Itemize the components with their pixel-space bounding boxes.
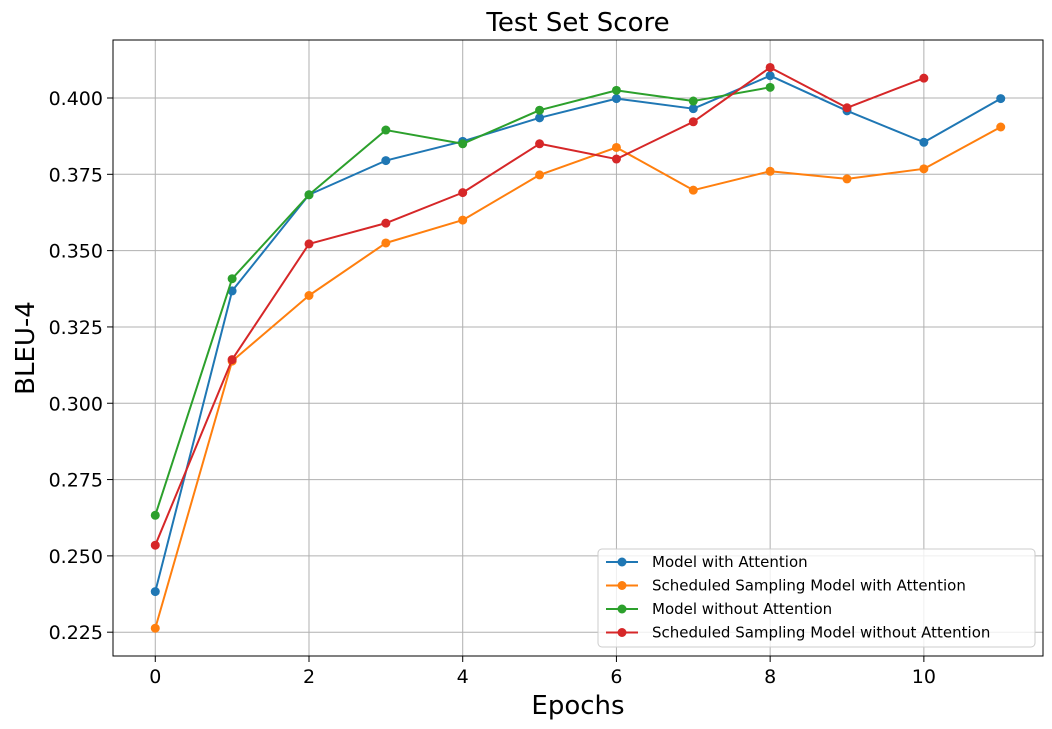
data-point (227, 274, 237, 284)
x-tick-label: 8 (764, 666, 776, 688)
series-3 (150, 82, 775, 520)
data-point (381, 125, 391, 135)
data-point (227, 355, 237, 365)
data-point (688, 104, 698, 114)
series-line (154, 74, 1002, 592)
data-point (535, 170, 545, 180)
data-point (611, 94, 621, 104)
data-point (765, 166, 775, 176)
axis-ticks: 0 2 4 6 8 10 0.225 0.250 0.275 0.300 0.325 0.350 0.3… (49, 88, 936, 688)
y-tick-label: 0.250 (49, 546, 103, 568)
data-point (304, 239, 314, 249)
data-point (381, 156, 391, 166)
data-point (611, 154, 621, 164)
data-point (458, 215, 468, 225)
x-tick-label: 2 (303, 666, 315, 688)
legend: Model with Attention Scheduled Sampling M… (597, 548, 1036, 648)
y-tick-label: 0.275 (49, 470, 103, 492)
data-point (996, 94, 1006, 104)
x-tick-label: 0 (149, 666, 161, 688)
data-point (381, 218, 391, 228)
data-point (304, 290, 314, 300)
x-tick-label: 4 (457, 666, 469, 688)
data-point (765, 71, 775, 81)
legend-label: Scheduled Sampling Model with Attention (652, 577, 966, 595)
data-point (765, 82, 775, 92)
data-point (535, 105, 545, 115)
y-tick-label: 0.225 (49, 622, 103, 644)
plot-frame (112, 39, 1044, 657)
legend-item: Scheduled Sampling Model with Attention (606, 577, 966, 595)
data-point (458, 139, 468, 149)
data-point (842, 174, 852, 184)
y-tick-label: 0.325 (49, 317, 103, 339)
data-point (304, 190, 314, 200)
series-line (154, 126, 1002, 629)
legend-marker (617, 628, 627, 637)
x-tick-label: 10 (912, 666, 936, 688)
legend-item: Model without Attention (606, 600, 832, 618)
data-point (535, 113, 545, 123)
data-point (150, 587, 160, 597)
legend-label: Model with Attention (652, 553, 808, 571)
legend-item: Model with Attention (606, 553, 808, 571)
data-point (611, 142, 621, 152)
data-point (996, 122, 1006, 132)
y-tick-label: 0.375 (49, 164, 103, 186)
data-point (919, 73, 929, 83)
data-point (765, 62, 775, 72)
data-point (919, 137, 929, 147)
legend-label: Model without Attention (652, 600, 832, 618)
legend-marker (617, 557, 627, 567)
legend-box (597, 548, 1036, 648)
y-tick-label: 0.300 (49, 393, 103, 415)
data-point (919, 164, 929, 174)
legend-marker (617, 581, 627, 590)
data-point (611, 85, 621, 95)
data-point (688, 96, 698, 106)
data-point (150, 540, 160, 550)
series-4 (150, 62, 929, 550)
x-tick-label: 6 (610, 666, 622, 688)
legend-marker (617, 604, 627, 614)
data-point (150, 623, 160, 633)
data-point (688, 117, 698, 127)
data-point (688, 185, 698, 195)
y-axis-label: BLEU-4 (11, 301, 41, 395)
data-point (381, 238, 391, 248)
legend-label: Scheduled Sampling Model without Attenti… (652, 624, 990, 642)
data-point (842, 103, 852, 113)
data-point (458, 188, 468, 198)
data-point (150, 510, 160, 520)
legend-item: Scheduled Sampling Model without Attenti… (606, 624, 990, 642)
x-axis-label: Epochs (531, 691, 624, 721)
y-tick-label: 0.400 (49, 88, 103, 110)
chart-title: Test Set Score (485, 8, 669, 38)
y-tick-label: 0.350 (49, 241, 103, 263)
data-point (535, 139, 545, 149)
series-group (150, 62, 1006, 633)
